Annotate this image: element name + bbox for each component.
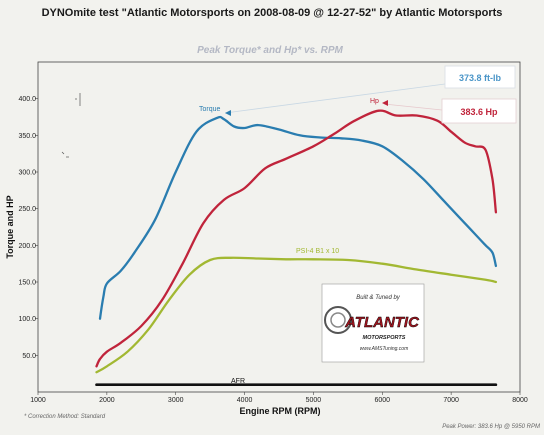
x-tick-label: 5000	[306, 397, 322, 404]
torque-arrow-icon	[225, 110, 231, 116]
y-tick-label: 250.0	[18, 206, 36, 213]
x-tick-label: 8000	[512, 397, 528, 404]
x-tick-label: 1000	[30, 397, 46, 404]
series-label-torque: Torque	[199, 106, 221, 113]
page-title: DYNOmite test "Atlantic Motorsports on 2…	[42, 7, 503, 19]
correction-note: * Correction Method: Standard	[24, 414, 106, 420]
y-tick-label: 200.0	[18, 243, 36, 250]
series-label-afr: AFR	[231, 378, 245, 385]
x-tick-label: 6000	[374, 397, 390, 404]
plot-area	[37, 61, 521, 393]
series-lines	[95, 109, 498, 387]
logo-tagline: Built & Tuned by	[356, 295, 401, 301]
logo-url: www.AMSTuning.com	[360, 346, 409, 352]
y-axis: 50.0 100.0 150.0 200.0 250.0 300.0 350.0 400.0	[18, 96, 38, 360]
series-line-psi-4-b1-x-10	[95, 256, 498, 374]
series-line-hp	[95, 109, 498, 368]
y-axis-title: Torque and HP	[5, 195, 15, 258]
series-line-torque	[98, 115, 498, 320]
hp-peak-value: 383.6 Hp	[460, 107, 498, 117]
y-tick-label: 50.0	[22, 353, 36, 360]
hp-peak-box	[441, 98, 517, 124]
x-axis: 1000 2000 3000 4000 5000 6000 7000 8000	[30, 392, 528, 404]
scan-marks	[61, 93, 81, 158]
hp-arrow-icon	[382, 100, 388, 106]
x-tick-label: 3000	[168, 397, 184, 404]
y-tick-label: 100.0	[18, 316, 36, 323]
y-tick-label: 400.0	[18, 96, 36, 103]
x-tick-label: 2000	[99, 397, 115, 404]
hp-peak-pointer	[383, 103, 443, 111]
logo-sub: MOTORSPORTS	[363, 335, 406, 341]
y-tick-label: 300.0	[18, 170, 36, 177]
torque-peak-value: 373.8 ft-lb	[459, 73, 502, 83]
logo-brand: ATLANTIC	[344, 314, 420, 331]
y-tick-label: 350.0	[18, 133, 36, 140]
x-tick-label: 4000	[237, 397, 253, 404]
x-axis-title: Engine RPM (RPM)	[240, 406, 321, 416]
atlantic-motorsports-logo: Built & Tuned by ATLANTIC MOTORSPORTS ww…	[321, 283, 425, 363]
logo-emblem-icon	[324, 306, 352, 334]
chart-title: Peak Torque* and Hp* vs. RPM	[197, 45, 343, 56]
torque-peak-pointer	[224, 83, 446, 114]
x-tick-label: 7000	[443, 397, 459, 404]
series-label-psi: PSI-4 B1 x 10	[296, 248, 339, 255]
peak-power-note: Peak Power: 383.6 Hp @ 5950 RPM	[442, 424, 540, 430]
series-label-hp: Hp	[370, 98, 379, 105]
torque-peak-box	[444, 65, 516, 89]
y-tick-label: 150.0	[18, 280, 36, 287]
